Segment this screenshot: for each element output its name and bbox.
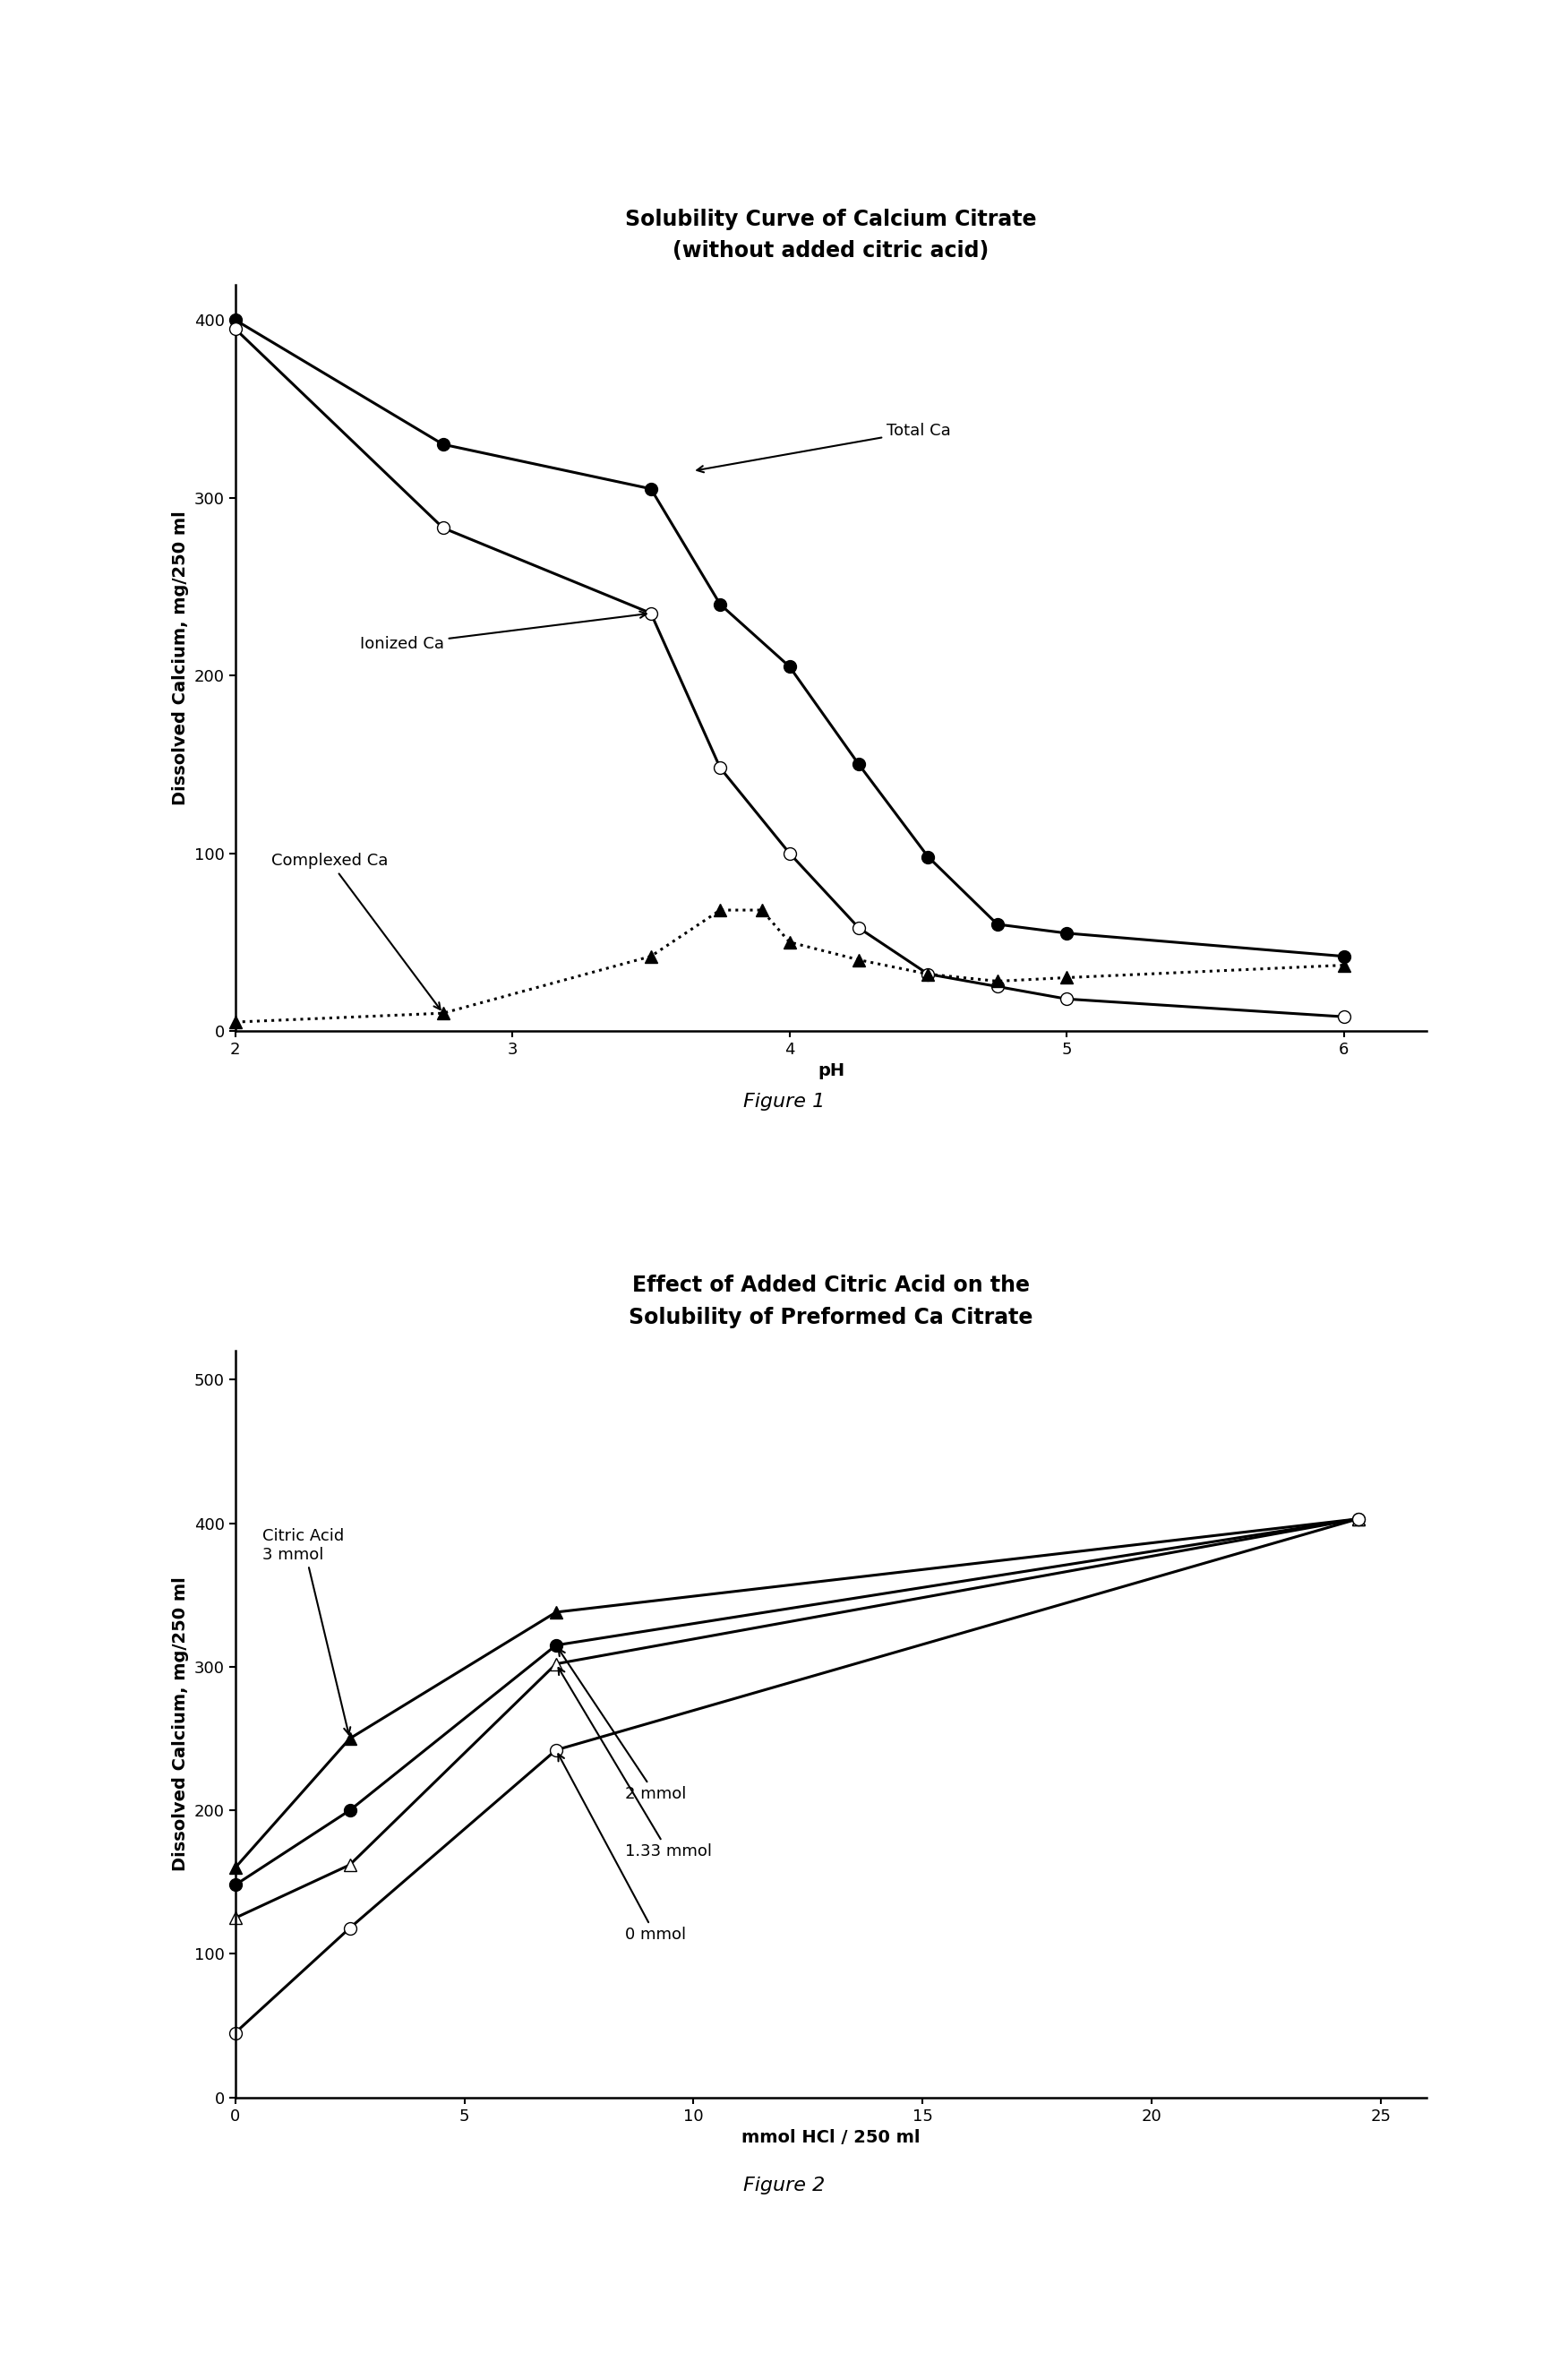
Title: Solubility Curve of Calcium Citrate
(without added citric acid): Solubility Curve of Calcium Citrate (wit… xyxy=(626,209,1036,261)
Text: Figure 2: Figure 2 xyxy=(743,2176,825,2195)
Title: Effect of Added Citric Acid on the
Solubility of Preformed Ca Citrate: Effect of Added Citric Acid on the Solub… xyxy=(629,1275,1033,1327)
X-axis label: mmol HCl / 250 ml: mmol HCl / 250 ml xyxy=(742,2128,920,2147)
Text: Ionized Ca: Ionized Ca xyxy=(361,611,646,652)
Y-axis label: Dissolved Calcium, mg/250 ml: Dissolved Calcium, mg/250 ml xyxy=(172,510,190,806)
Text: Complexed Ca: Complexed Ca xyxy=(271,853,441,1010)
X-axis label: pH: pH xyxy=(817,1062,845,1081)
Text: 2 mmol: 2 mmol xyxy=(558,1650,687,1804)
Text: 1.33 mmol: 1.33 mmol xyxy=(558,1668,712,1860)
Y-axis label: Dissolved Calcium, mg/250 ml: Dissolved Calcium, mg/250 ml xyxy=(172,1576,190,1872)
Text: 0 mmol: 0 mmol xyxy=(558,1754,685,1943)
Text: Citric Acid
3 mmol: Citric Acid 3 mmol xyxy=(263,1529,350,1735)
Text: Total Ca: Total Ca xyxy=(696,422,950,472)
Text: Figure 1: Figure 1 xyxy=(743,1093,825,1112)
